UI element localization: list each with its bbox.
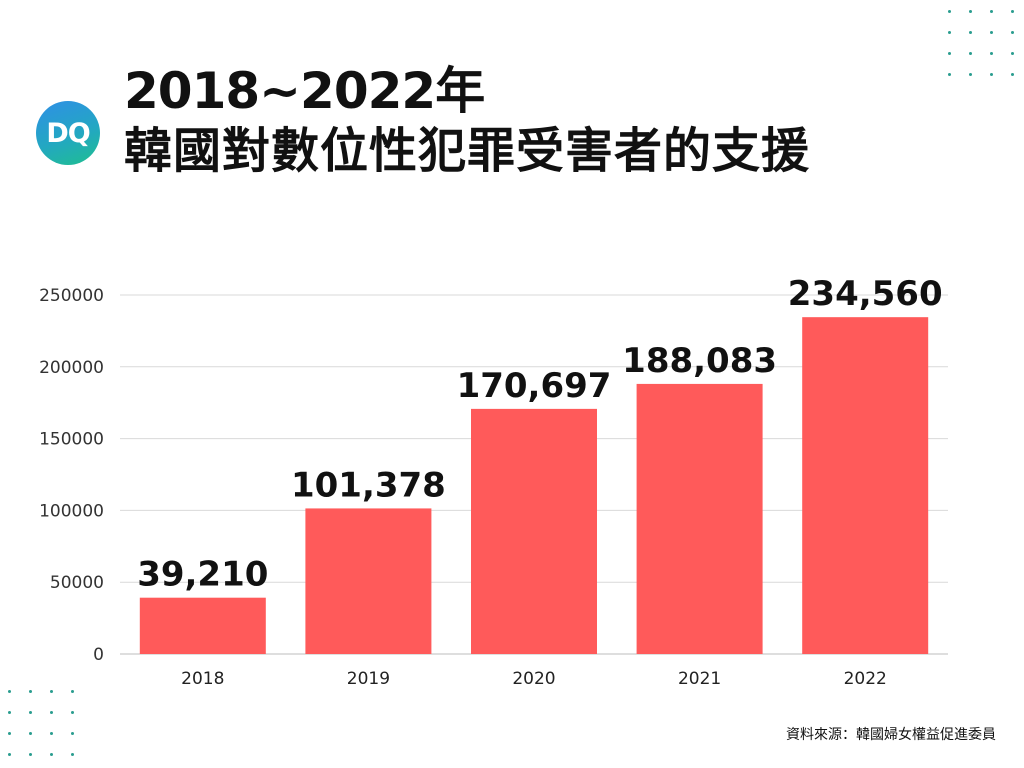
decorative-dot <box>29 732 32 735</box>
x-tick-label: 2020 <box>512 669 555 689</box>
decorative-dot <box>50 690 53 693</box>
decorative-dot <box>948 10 951 13</box>
decorative-dot <box>1011 73 1014 76</box>
y-tick-label: 100000 <box>39 501 104 521</box>
decorative-dot <box>969 10 972 13</box>
source-note: 資料來源：韓國婦女權益促進委員 <box>786 727 996 743</box>
decorative-dot <box>8 753 11 756</box>
decorative-dot <box>969 31 972 34</box>
decorative-dot <box>8 690 11 693</box>
logo-text: DQ <box>46 117 90 149</box>
decorative-dot <box>990 31 993 34</box>
bar-2021 <box>636 383 763 654</box>
title-line-1: 2018~2022年 <box>124 62 485 120</box>
y-tick-label: 50000 <box>50 573 104 593</box>
bar-2022 <box>802 317 929 654</box>
decorative-dot <box>990 10 993 13</box>
decorative-dot <box>990 73 993 76</box>
data-label-2020: 170,697 <box>457 366 612 406</box>
decorative-dot <box>969 52 972 55</box>
decorative-dot <box>71 732 74 735</box>
title-line-2: 韓國對數位性犯罪受害者的支援 <box>124 123 811 179</box>
decorative-dot <box>1011 31 1014 34</box>
decorative-dot <box>969 73 972 76</box>
data-label-2018: 39,210 <box>137 555 268 595</box>
x-tick-label: 2021 <box>678 669 721 689</box>
decorative-dot <box>50 711 53 714</box>
decorative-dot <box>50 732 53 735</box>
decorative-dot <box>50 753 53 756</box>
decorative-dot <box>948 52 951 55</box>
x-tick-label: 2019 <box>347 669 390 689</box>
decorative-dot <box>990 52 993 55</box>
y-tick-label: 200000 <box>39 358 104 378</box>
decorative-dot <box>29 690 32 693</box>
x-tick-label: 2018 <box>181 669 224 689</box>
y-tick-label: 250000 <box>39 286 104 306</box>
bar-2018 <box>139 597 266 654</box>
decorative-dot <box>948 31 951 34</box>
decorative-dot <box>71 753 74 756</box>
decorative-dot <box>948 73 951 76</box>
decorative-dot <box>71 711 74 714</box>
dq-logo: DQ <box>36 101 100 165</box>
chart-title: 2018~2022年 韓國對數位性犯罪受害者的支援 <box>124 62 810 182</box>
decorative-dot <box>8 711 11 714</box>
decorative-dot <box>29 711 32 714</box>
data-label-2019: 101,378 <box>291 465 446 505</box>
bar-2019 <box>305 508 432 654</box>
y-tick-label: 0 <box>93 645 104 665</box>
decorative-dot <box>71 690 74 693</box>
decorative-dot <box>1011 10 1014 13</box>
decorative-dot <box>1011 52 1014 55</box>
decorative-dot <box>8 732 11 735</box>
decorative-dot <box>29 753 32 756</box>
y-tick-label: 150000 <box>39 430 104 450</box>
data-label-2022: 234,560 <box>788 274 943 314</box>
data-label-2021: 188,083 <box>622 341 777 381</box>
bar-2020 <box>471 408 597 654</box>
x-tick-label: 2022 <box>844 669 887 689</box>
